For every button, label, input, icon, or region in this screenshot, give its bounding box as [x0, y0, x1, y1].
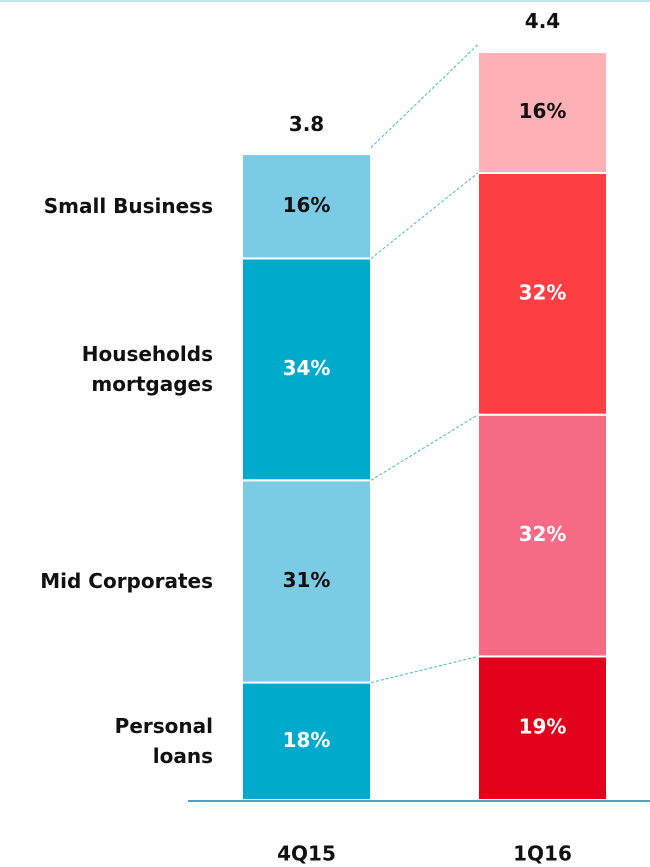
bar-segment	[477, 413, 608, 658]
segment-label: 32%	[519, 522, 567, 546]
bar-segment	[477, 51, 608, 174]
segment-label: 19%	[519, 715, 567, 739]
total-label: 4.4	[525, 9, 560, 33]
series-name: Mid Corporates	[40, 569, 213, 594]
x-tick-label: 4Q15	[277, 842, 336, 866]
total-label: 3.8	[289, 112, 324, 136]
series-name: Small Business	[43, 194, 213, 219]
connector	[370, 655, 479, 684]
segment-label: 32%	[519, 280, 567, 304]
series-name: Personal loans	[114, 714, 213, 769]
segment-label: 16%	[283, 193, 331, 217]
bar-segment	[241, 479, 372, 684]
bar-segment	[241, 153, 372, 260]
series-name: Households mortgages	[81, 342, 213, 397]
x-tick-label: 1Q16	[513, 842, 572, 866]
connector	[370, 414, 479, 481]
segment-label: 31%	[283, 568, 331, 592]
bar-segment	[477, 171, 608, 416]
segment-label: 34%	[283, 356, 331, 380]
connector	[370, 44, 479, 148]
bar-segment	[477, 655, 608, 801]
connector	[370, 172, 479, 259]
segment-label: 16%	[519, 99, 567, 123]
segment-label: 18%	[283, 728, 331, 752]
